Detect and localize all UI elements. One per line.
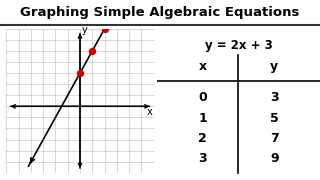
Text: 1: 1 bbox=[198, 112, 207, 125]
Text: y: y bbox=[81, 25, 87, 35]
Text: 3: 3 bbox=[198, 152, 207, 165]
Text: Graphing Simple Algebraic Equations: Graphing Simple Algebraic Equations bbox=[20, 6, 300, 19]
Text: 5: 5 bbox=[270, 112, 279, 125]
Point bbox=[90, 50, 95, 52]
Text: 2: 2 bbox=[198, 132, 207, 145]
Text: y = 2x + 3: y = 2x + 3 bbox=[204, 39, 272, 52]
Point bbox=[77, 72, 83, 75]
Text: x: x bbox=[198, 60, 206, 73]
Text: 9: 9 bbox=[270, 152, 279, 165]
Text: y: y bbox=[270, 60, 278, 73]
Text: 3: 3 bbox=[270, 91, 279, 104]
Text: x: x bbox=[147, 107, 153, 117]
Point bbox=[102, 27, 107, 30]
Text: 0: 0 bbox=[198, 91, 207, 104]
Text: 7: 7 bbox=[270, 132, 279, 145]
